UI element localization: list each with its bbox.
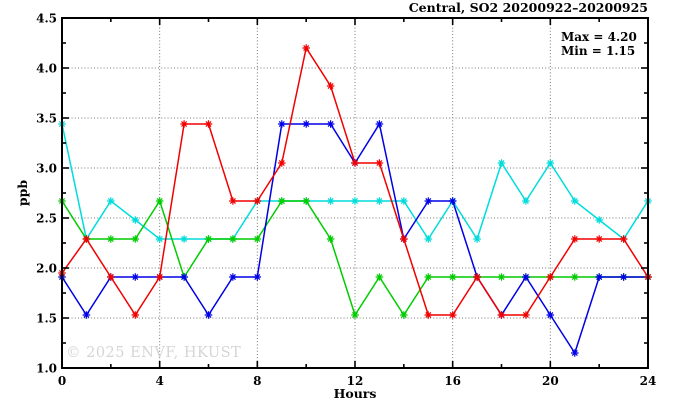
x-tick-label: 20 bbox=[542, 374, 559, 388]
annotation-min: Min = 1.15 bbox=[561, 44, 635, 58]
gridlines bbox=[62, 18, 648, 368]
x-tick-label: 12 bbox=[347, 374, 364, 388]
y-tick-label: 2.5 bbox=[36, 212, 57, 226]
x-tick-label: 8 bbox=[253, 374, 261, 388]
x-axis-label: Hours bbox=[334, 386, 377, 401]
y-tick-label: 4.5 bbox=[36, 12, 57, 26]
plot-border bbox=[61, 17, 649, 369]
x-tick-label: 16 bbox=[444, 374, 461, 388]
y-axis-label: ppb bbox=[15, 180, 30, 206]
x-tick-label: 0 bbox=[58, 374, 66, 388]
annotation-max: Max = 4.20 bbox=[561, 30, 637, 44]
y-tick-label: 3.5 bbox=[36, 112, 57, 126]
x-tick-label: 4 bbox=[155, 374, 163, 388]
y-tick-label: 4.0 bbox=[36, 62, 57, 76]
chart-title: Central, SO2 20200922–20200925 bbox=[409, 0, 648, 15]
y-tick-label: 3.0 bbox=[36, 162, 57, 176]
y-tick-label: 2.0 bbox=[36, 262, 57, 276]
y-tick-label: 1.5 bbox=[36, 312, 57, 326]
tick-labels: 0 4 8 12 16 20 24 1.0 1.5 2.0 2.5 3.0 3.5 4.0 4.5 bbox=[36, 12, 656, 389]
y-tick-label: 1.0 bbox=[36, 362, 57, 376]
x-tick-label: 24 bbox=[640, 374, 657, 388]
watermark: © 2025 ENVF, HKUST bbox=[66, 345, 241, 361]
